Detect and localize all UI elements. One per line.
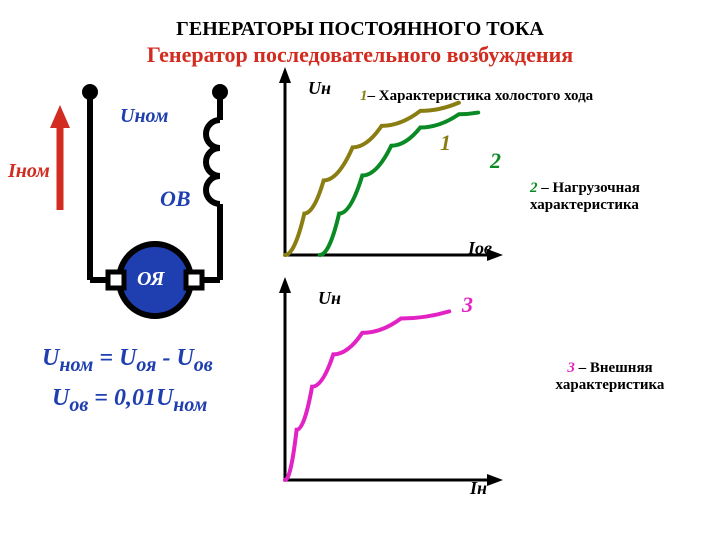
chart2-xlabel: Iн — [470, 478, 487, 499]
legend-3: 3 – Внешняя характеристика — [520, 360, 700, 394]
chart-2 — [0, 0, 720, 540]
chart2-ylabel: Uн — [318, 288, 341, 309]
chart2-curve3-label: 3 — [462, 292, 473, 318]
